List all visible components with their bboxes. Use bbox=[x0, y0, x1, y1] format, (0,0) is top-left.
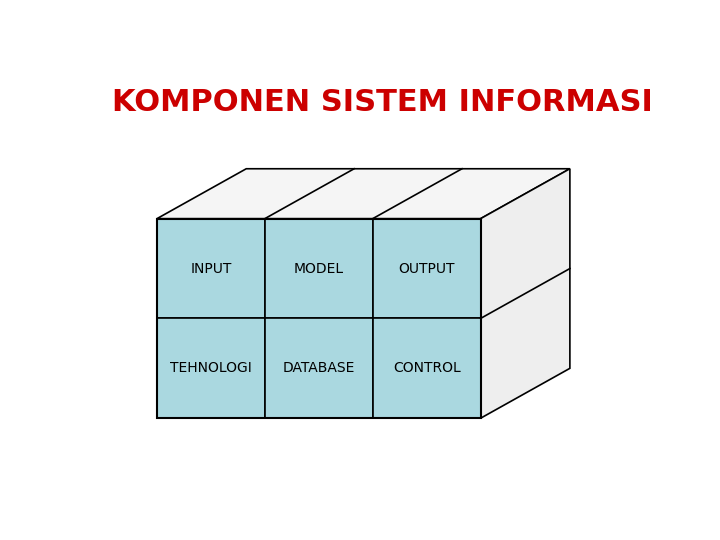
Polygon shape bbox=[157, 168, 570, 219]
Bar bbox=[157, 219, 265, 319]
Text: TEHNOLOGI: TEHNOLOGI bbox=[170, 361, 252, 375]
Bar bbox=[265, 319, 373, 418]
Bar bbox=[373, 219, 481, 319]
Bar bbox=[265, 219, 373, 319]
Bar bbox=[373, 319, 481, 418]
Text: CONTROL: CONTROL bbox=[393, 361, 461, 375]
Text: INPUT: INPUT bbox=[190, 261, 232, 275]
Bar bbox=[157, 319, 265, 418]
Text: DATABASE: DATABASE bbox=[282, 361, 355, 375]
Text: KOMPONEN SISTEM INFORMASI: KOMPONEN SISTEM INFORMASI bbox=[112, 87, 653, 117]
Polygon shape bbox=[481, 168, 570, 418]
Text: MODEL: MODEL bbox=[294, 261, 344, 275]
Text: OUTPUT: OUTPUT bbox=[398, 261, 455, 275]
Bar bbox=[157, 219, 481, 418]
